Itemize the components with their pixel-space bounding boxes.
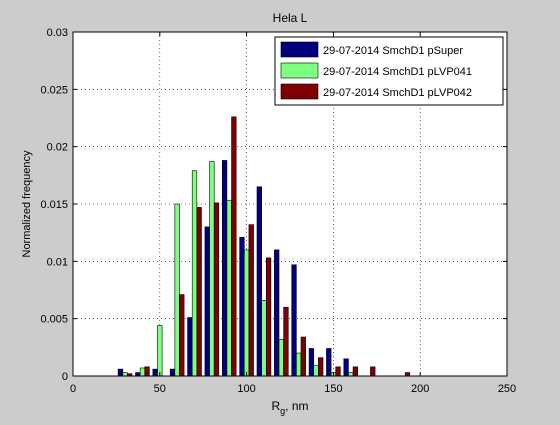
bar-series-1 — [117, 368, 124, 377]
bar-series-3 — [231, 116, 237, 377]
legend-swatch-psuper — [280, 41, 319, 58]
x-tick-label: 0 — [70, 383, 76, 395]
x-axis-label-subscript: g — [280, 406, 285, 416]
bar-series-1 — [308, 348, 315, 377]
bar-series-3 — [335, 366, 341, 377]
bar-series-3 — [196, 207, 202, 377]
bar-series-2 — [313, 365, 319, 377]
y-axis-label: Normalized frequency — [21, 150, 33, 257]
legend-label-plvp042: 29-07-2014 SmchD1 pLVP042 — [323, 87, 472, 99]
bar-series-2 — [139, 367, 146, 377]
bar-series-2 — [209, 161, 215, 377]
bar-series-3 — [213, 202, 220, 377]
y-tick-label: 0.005 — [40, 314, 68, 326]
bar-series-1 — [204, 226, 210, 377]
x-tick-label: 200 — [411, 383, 429, 395]
bar-series-3 — [144, 366, 150, 377]
bar-series-3 — [283, 306, 289, 377]
y-tick-label: 0.015 — [40, 199, 68, 211]
x-axis-label: Rg, nm — [271, 399, 308, 416]
legend: 29-07-2014 SmchD1 pSuper 29-07-2014 Smch… — [274, 36, 504, 106]
y-tick-label: 0.02 — [47, 142, 68, 154]
chart-title: Hela L — [273, 11, 308, 25]
legend-swatch-plvp041 — [280, 62, 319, 79]
bar-series-2 — [278, 339, 284, 377]
x-axis-label-main: R — [271, 399, 280, 413]
bar-series-2 — [261, 300, 267, 377]
bar-series-1 — [135, 372, 141, 377]
x-tick-label: 50 — [154, 383, 166, 395]
bar-series-1 — [221, 160, 228, 377]
x-tick-label: 150 — [324, 383, 342, 395]
bar-series-3 — [404, 372, 411, 377]
bar-series-1 — [169, 368, 176, 377]
bar-series-3 — [318, 357, 324, 377]
bar-series-2 — [296, 352, 302, 377]
bars — [117, 116, 411, 377]
bar-series-1 — [152, 368, 158, 377]
bar-series-2 — [243, 249, 250, 377]
bar-series-2 — [157, 325, 163, 377]
bar-series-2 — [122, 372, 128, 377]
bar-series-1 — [256, 186, 262, 377]
bar-series-1 — [274, 249, 280, 377]
legend-label-plvp041: 29-07-2014 SmchD1 pLVP041 — [323, 66, 472, 78]
legend-swatch-plvp042 — [280, 83, 319, 100]
bar-series-1 — [291, 264, 297, 377]
y-tick-label: 0 — [62, 371, 68, 383]
bar-series-3 — [352, 366, 359, 377]
bar-series-1 — [239, 236, 245, 377]
legend-label-psuper: 29-07-2014 SmchD1 pSuper — [323, 45, 463, 57]
y-tick-label: 0.03 — [47, 27, 68, 39]
axis-ticks: 0 50 100 150 200 250 0 0.005 0.01 0.015 0.02 0.025 0… — [40, 27, 516, 395]
bar-series-3 — [179, 294, 185, 377]
y-tick-label: 0.01 — [47, 256, 68, 268]
bar-series-2 — [191, 170, 198, 377]
x-axis-label-units: , nm — [285, 399, 308, 413]
bar-series-1 — [187, 317, 193, 377]
grid-lines — [73, 32, 507, 376]
x-tick-label: 100 — [237, 383, 255, 395]
bar-series-2 — [348, 372, 354, 377]
bar-series-3 — [370, 366, 376, 377]
bar-series-1 — [343, 358, 349, 377]
bar-series-3 — [265, 257, 272, 377]
bar-series-3 — [300, 336, 306, 377]
bar-series-3 — [248, 224, 254, 377]
bar-series-1 — [326, 348, 332, 377]
x-tick-label: 250 — [498, 383, 516, 395]
y-tick-label: 0.025 — [40, 84, 68, 96]
bar-series-2 — [174, 203, 180, 377]
bar-series-2 — [226, 200, 232, 377]
